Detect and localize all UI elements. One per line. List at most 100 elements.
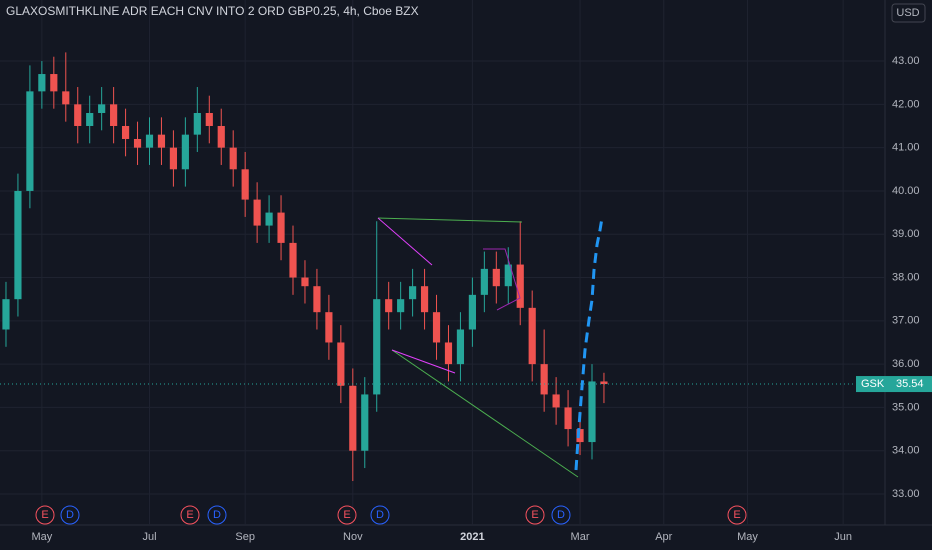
candle-body (14, 190, 22, 300)
y-tick-label: 38.00 (892, 271, 920, 283)
event-marker (525, 505, 545, 525)
drawings (377, 217, 604, 478)
candles (2, 52, 608, 482)
candle-body (181, 134, 189, 170)
event-marker (35, 505, 55, 525)
event-marker (551, 505, 571, 525)
candle-body (229, 147, 237, 170)
candle-body (432, 312, 441, 343)
event-label: E (531, 509, 538, 521)
candle-body (265, 212, 273, 226)
candle-body (444, 342, 453, 365)
event-label: E (343, 509, 350, 521)
candle-body (420, 286, 429, 313)
last-price-box (856, 376, 932, 393)
candle-body (169, 147, 177, 170)
candle-body (157, 134, 166, 148)
candle-body (62, 91, 70, 105)
trend-line (483, 248, 521, 311)
y-tick-label: 36.00 (892, 358, 920, 370)
y-tick-label: 42.00 (892, 98, 920, 110)
event-label: E (733, 509, 740, 521)
candle-body (504, 264, 512, 287)
candle-body (133, 138, 142, 148)
candle-body (325, 312, 333, 343)
candle-body (217, 125, 225, 148)
candle-body (552, 394, 560, 408)
candle-body (337, 342, 345, 386)
trend-line (391, 349, 579, 478)
candle-body (38, 74, 46, 92)
y-tick-label: 41.00 (892, 142, 920, 154)
candle-body (409, 286, 417, 300)
candle-body (289, 242, 297, 278)
candle-body (26, 91, 34, 191)
trend-line (391, 349, 456, 374)
candle-body (253, 199, 261, 226)
event-marker (337, 505, 357, 525)
candle-body (277, 212, 285, 243)
candle-body (98, 104, 106, 114)
symbol-label: GSK (861, 378, 885, 390)
event-label: E (41, 509, 48, 521)
event-marker (180, 505, 200, 525)
candle-body (86, 113, 94, 126)
candle-body (313, 286, 321, 313)
projection (574, 217, 604, 471)
event-label: D (66, 509, 74, 521)
candle-body (121, 125, 130, 139)
candle-body (145, 134, 154, 148)
event-marker (60, 505, 80, 525)
candle-body (528, 307, 536, 365)
x-tick-label: 2021 (460, 531, 484, 543)
candle-body (480, 268, 488, 295)
candle-body (600, 381, 608, 385)
y-tick-label: 37.00 (892, 315, 920, 327)
currency: USD (896, 7, 919, 19)
y-tick-label: 39.00 (892, 228, 920, 240)
candle-body (301, 277, 309, 287)
event-marker (727, 505, 747, 525)
y-tick-label: 35.00 (892, 401, 920, 413)
candle-body (516, 264, 524, 308)
candle-body (540, 364, 548, 395)
x-tick-label: May (31, 531, 52, 543)
event-marker (207, 505, 227, 525)
event-marker (370, 505, 390, 525)
last-price-label: 35.54 (896, 378, 924, 390)
event-label: D (557, 509, 565, 521)
candle-body (110, 104, 118, 126)
candle-body (50, 74, 58, 92)
y-tick-label: 40.00 (892, 185, 920, 197)
event-label: E (186, 509, 193, 521)
candle-body (193, 113, 201, 135)
candle-body (456, 329, 465, 365)
y-tick-label: 43.00 (892, 55, 920, 67)
x-tick-label: May (737, 531, 758, 543)
x-tick-label: Apr (655, 531, 672, 543)
x-tick-label: Nov (343, 531, 363, 543)
y-tick-label: 34.00 (892, 445, 920, 457)
x-tick-label: Jul (142, 531, 156, 543)
candle-body (576, 429, 584, 443)
candle-body (74, 104, 82, 126)
trend-line (377, 217, 523, 223)
y-tick-label: 33.00 (892, 488, 920, 500)
trend-line (377, 217, 433, 266)
x-tick-label: Jun (834, 531, 852, 543)
x-tick-label: Sep (235, 531, 255, 543)
candle-body (397, 299, 405, 313)
candle-body (588, 381, 596, 443)
candle-body (241, 169, 249, 200)
event-label: D (376, 509, 384, 521)
candle-body (2, 299, 10, 330)
chart-title: GLAXOSMITHKLINE ADR EACH CNV INTO 2 ORD … (6, 4, 419, 18)
candle-body (373, 299, 381, 395)
currency-box (891, 3, 926, 23)
candle-body (385, 299, 393, 313)
candle-body (564, 407, 572, 430)
event-label: D (213, 509, 221, 521)
candle-body (205, 113, 213, 126)
candle-body (349, 385, 357, 451)
